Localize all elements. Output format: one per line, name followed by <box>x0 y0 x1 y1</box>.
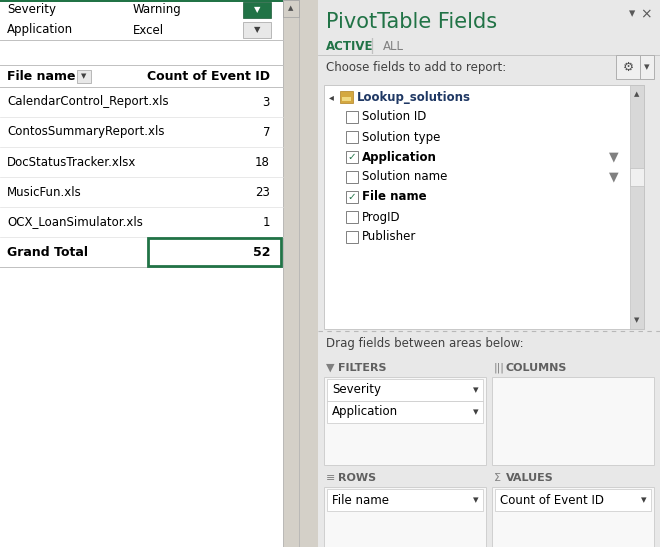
Bar <box>243 22 271 38</box>
Bar <box>342 97 351 101</box>
Text: ▾: ▾ <box>473 407 478 417</box>
Text: ▲: ▲ <box>634 91 640 97</box>
Text: Application: Application <box>7 24 73 37</box>
Text: Severity: Severity <box>7 3 56 16</box>
Text: Solution name: Solution name <box>362 171 447 183</box>
Bar <box>0 0 283 2</box>
Text: ▼: ▼ <box>81 73 86 79</box>
Text: Solution type: Solution type <box>362 131 440 143</box>
Bar <box>77 70 91 83</box>
Text: DocStatusTracker.xlsx: DocStatusTracker.xlsx <box>7 155 137 168</box>
Bar <box>346 231 358 243</box>
Bar <box>327 401 483 423</box>
Text: Application: Application <box>362 150 437 164</box>
Text: ▾: ▾ <box>629 8 635 20</box>
Text: MusicFun.xls: MusicFun.xls <box>7 185 82 199</box>
Text: PivotTable Fields: PivotTable Fields <box>326 12 497 32</box>
Bar <box>616 55 654 79</box>
Text: Count of Event ID: Count of Event ID <box>500 493 604 507</box>
Text: |||: ||| <box>494 363 505 373</box>
Text: 52: 52 <box>253 246 270 259</box>
Text: ▼: ▼ <box>609 171 619 183</box>
Text: Severity: Severity <box>332 383 381 397</box>
Bar <box>346 151 358 163</box>
Bar <box>318 0 660 547</box>
Text: Count of Event ID: Count of Event ID <box>147 69 270 83</box>
Bar <box>324 377 486 465</box>
Text: ▼: ▼ <box>634 317 640 323</box>
Text: 18: 18 <box>255 155 270 168</box>
Bar <box>243 2 271 18</box>
Text: Choose fields to add to report:: Choose fields to add to report: <box>326 61 506 73</box>
Bar <box>346 131 358 143</box>
Text: File name: File name <box>362 190 426 203</box>
Text: VALUES: VALUES <box>506 473 554 483</box>
Text: ▼: ▼ <box>253 5 260 15</box>
Text: FILTERS: FILTERS <box>338 363 387 373</box>
Bar <box>640 55 641 79</box>
Text: ≡: ≡ <box>326 473 335 483</box>
Bar <box>346 171 358 183</box>
Bar <box>346 111 358 123</box>
Text: ▼: ▼ <box>609 150 619 164</box>
Bar <box>630 85 644 329</box>
Text: Solution ID: Solution ID <box>362 110 426 124</box>
Text: COLUMNS: COLUMNS <box>506 363 568 373</box>
Text: CalendarControl_Report.xls: CalendarControl_Report.xls <box>7 96 168 108</box>
Text: Excel: Excel <box>133 24 164 37</box>
Text: 7: 7 <box>263 125 270 138</box>
Bar <box>148 238 281 266</box>
Text: ProgID: ProgID <box>362 211 401 224</box>
Bar <box>340 91 353 103</box>
Bar <box>283 0 299 547</box>
Text: ContosSummaryReport.xls: ContosSummaryReport.xls <box>7 125 164 138</box>
Bar <box>346 211 358 223</box>
Text: ⚙: ⚙ <box>622 61 634 73</box>
Text: OCX_LoanSimulator.xls: OCX_LoanSimulator.xls <box>7 216 143 229</box>
Text: File name: File name <box>7 69 75 83</box>
Text: 23: 23 <box>255 185 270 199</box>
Bar <box>324 487 486 547</box>
Text: File name: File name <box>332 493 389 507</box>
Bar <box>0 0 283 547</box>
Text: Drag fields between areas below:: Drag fields between areas below: <box>326 336 523 350</box>
Text: ✓: ✓ <box>348 152 356 162</box>
Text: ▾: ▾ <box>644 62 650 72</box>
Text: ◂: ◂ <box>329 92 333 102</box>
Text: 3: 3 <box>263 96 270 108</box>
Text: Application: Application <box>332 405 398 418</box>
Text: ▼: ▼ <box>326 363 335 373</box>
Text: ▾: ▾ <box>641 495 647 505</box>
Bar <box>492 377 654 465</box>
Text: |: | <box>370 38 375 54</box>
Text: ACTIVE: ACTIVE <box>326 39 374 53</box>
Text: Publisher: Publisher <box>362 230 416 243</box>
Bar <box>324 85 644 329</box>
Text: 1: 1 <box>263 216 270 229</box>
Bar <box>327 489 483 511</box>
Bar <box>630 168 644 186</box>
Text: ✓: ✓ <box>348 192 356 202</box>
Bar <box>327 379 483 401</box>
Text: Grand Total: Grand Total <box>7 246 88 259</box>
Text: Lookup_solutions: Lookup_solutions <box>357 90 471 103</box>
Text: Σ: Σ <box>494 473 501 483</box>
Text: ▾: ▾ <box>473 385 478 395</box>
Bar <box>492 487 654 547</box>
Text: ROWS: ROWS <box>338 473 376 483</box>
Bar <box>495 489 651 511</box>
Text: Warning: Warning <box>133 3 182 16</box>
Bar <box>346 191 358 203</box>
Text: ▾: ▾ <box>473 495 478 505</box>
Text: ▲: ▲ <box>288 5 294 11</box>
Text: ALL: ALL <box>383 39 404 53</box>
Text: ×: × <box>640 7 652 21</box>
Bar <box>283 0 299 17</box>
Text: ▼: ▼ <box>253 26 260 34</box>
